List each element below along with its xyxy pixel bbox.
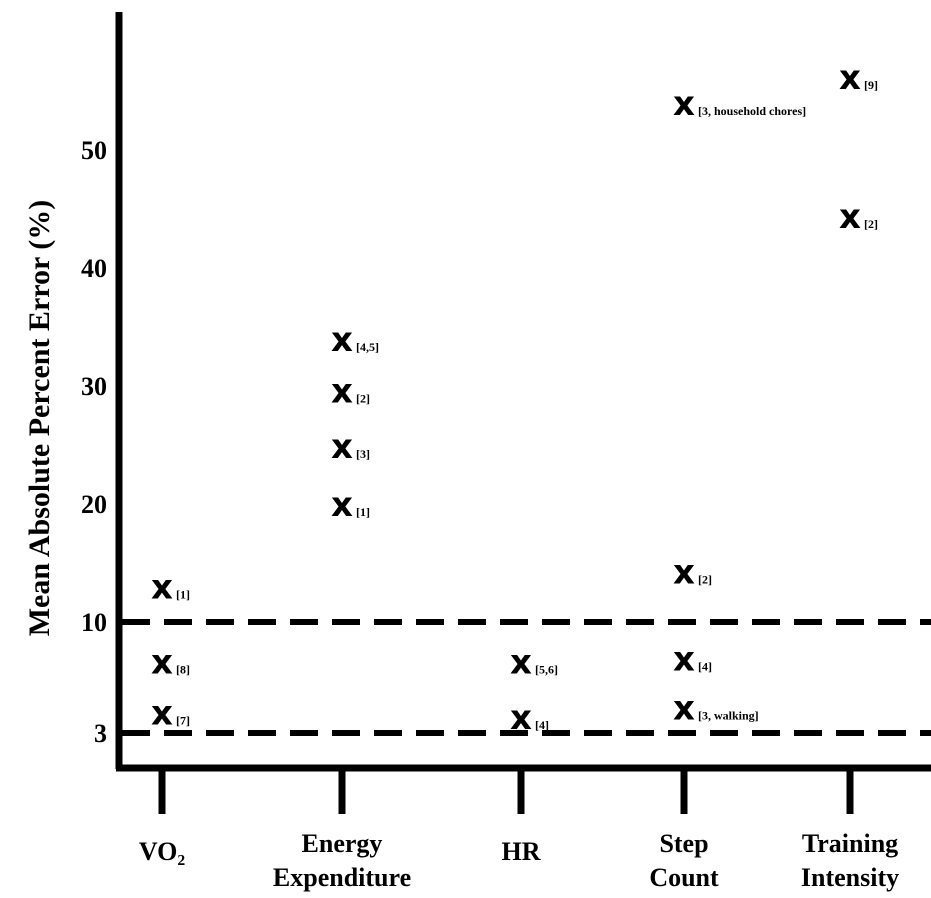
citation-label: [4] xyxy=(535,718,549,732)
x-marker: x xyxy=(331,485,353,525)
x-marker: x xyxy=(151,693,173,733)
category-axis: VO₂ Energy Expenditure HR Step Count Training I… xyxy=(139,770,899,892)
data-point: x [3, household chores] xyxy=(673,84,806,124)
y-tick-label-3: 3 xyxy=(94,719,107,748)
citation-label: [2] xyxy=(864,217,878,231)
category-label-steps-1: Step xyxy=(659,829,708,858)
data-point: x [2] xyxy=(673,552,712,592)
category-label-hr-1: HR xyxy=(502,837,541,866)
data-point: x [4] xyxy=(510,698,549,738)
citation-label: [1] xyxy=(176,588,190,602)
y-tick-labels: 3 10 20 30 40 50 xyxy=(81,136,107,748)
citation-label: [3] xyxy=(356,447,370,461)
category-label-vo2-1: VO₂ xyxy=(139,837,185,866)
x-marker: x xyxy=(673,84,695,124)
y-tick-label-30: 30 xyxy=(81,372,107,401)
axes xyxy=(115,12,931,772)
data-point: x [4,5] xyxy=(331,320,379,360)
x-marker: x xyxy=(839,58,861,98)
data-point: x [3, walking] xyxy=(673,689,759,729)
x-marker: x xyxy=(839,197,861,237)
data-point: x [1] xyxy=(331,485,370,525)
x-marker: x xyxy=(331,427,353,467)
y-tick-label-10: 10 xyxy=(81,608,107,637)
category-label-ti-1: Training xyxy=(802,829,898,858)
data-point: x [2] xyxy=(331,372,370,412)
reference-lines xyxy=(122,619,931,736)
category-label-ee-1: Energy xyxy=(302,829,383,858)
data-point: x [1] xyxy=(151,568,190,608)
data-point: x [4] xyxy=(673,639,712,679)
data-point: x [5,6] xyxy=(510,643,558,683)
x-marker: x xyxy=(151,568,173,608)
citation-label: [3, walking] xyxy=(698,709,759,723)
x-marker: x xyxy=(673,689,695,729)
x-marker: x xyxy=(510,698,532,738)
citation-label: [2] xyxy=(356,392,370,406)
category-label-steps-2: Count xyxy=(649,863,719,892)
category-label-ee-2: Expenditure xyxy=(273,863,411,892)
x-marker: x xyxy=(331,320,353,360)
y-tick-label-40: 40 xyxy=(81,254,107,283)
citation-label: [5,6] xyxy=(535,663,558,677)
x-marker: x xyxy=(510,643,532,683)
data-points: x [1]x [8]x [7]x [4,5]x [2]x [3]x [1]x [5,6]x [4]… xyxy=(151,58,878,738)
x-marker: x xyxy=(151,643,173,683)
citation-label: [3, household chores] xyxy=(698,104,806,118)
citation-label: [9] xyxy=(864,78,878,92)
citation-label: [8] xyxy=(176,663,190,677)
y-tick-label-50: 50 xyxy=(81,136,107,165)
citation-label: [7] xyxy=(176,713,190,727)
data-point: x [9] xyxy=(839,58,878,98)
data-point: x [3] xyxy=(331,427,370,467)
x-marker: x xyxy=(331,372,353,412)
data-point: x [7] xyxy=(151,693,190,733)
y-axis-title: Mean Absolute Percent Error (%) xyxy=(23,200,56,637)
data-point: x [2] xyxy=(839,197,878,237)
citation-label: [1] xyxy=(356,505,370,519)
citation-label: [2] xyxy=(698,572,712,586)
citation-label: [4] xyxy=(698,659,712,673)
x-marker: x xyxy=(673,639,695,679)
citation-label: [4,5] xyxy=(356,340,379,354)
data-point: x [8] xyxy=(151,643,190,683)
y-tick-label-20: 20 xyxy=(81,490,107,519)
category-label-ti-2: Intensity xyxy=(801,863,899,892)
x-marker: x xyxy=(673,552,695,592)
